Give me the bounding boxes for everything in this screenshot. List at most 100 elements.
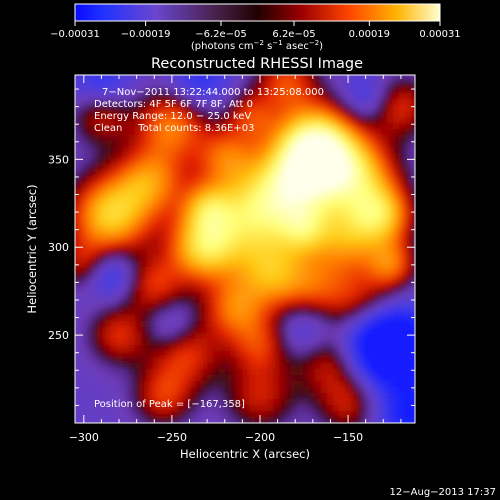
heatmap-cell (219, 183, 226, 190)
heatmap-cell (207, 207, 214, 214)
heatmap-cell (141, 327, 148, 334)
heatmap-cell (123, 255, 130, 262)
heatmap-cell (321, 219, 328, 226)
heatmap-cell (309, 219, 316, 226)
heatmap-cell (117, 213, 124, 220)
heatmap-cell (315, 123, 322, 130)
heatmap-cell (207, 189, 214, 196)
heatmap-cell (195, 243, 202, 250)
heatmap-cell (303, 315, 310, 322)
heatmap-cell (255, 117, 262, 124)
heatmap-cell (321, 195, 328, 202)
heatmap-cell (291, 393, 298, 400)
heatmap-cell (117, 183, 124, 190)
heatmap-cell (93, 135, 100, 142)
heatmap-cell (333, 165, 340, 172)
heatmap-cell (99, 411, 106, 418)
heatmap-cell (75, 291, 82, 298)
heatmap-cell (219, 99, 226, 106)
heatmap-cell (171, 177, 178, 184)
heatmap-cell (267, 189, 274, 196)
heatmap-cell (225, 87, 232, 94)
x-axis-label: Heliocentric X (arcsec) (180, 447, 310, 461)
heatmap-cell (309, 81, 316, 88)
heatmap-cell (369, 405, 376, 412)
heatmap-cell (369, 345, 376, 352)
heatmap-cell (279, 183, 286, 190)
heatmap-cell (405, 141, 412, 148)
heatmap-cell (309, 375, 316, 382)
heatmap-cell (219, 327, 226, 334)
heatmap-cell (321, 375, 328, 382)
heatmap-cell (141, 381, 148, 388)
heatmap-cell (255, 285, 262, 292)
heatmap-cell (399, 273, 406, 280)
heatmap-cell (189, 207, 196, 214)
heatmap-cell (225, 147, 232, 154)
heatmap-cell (93, 357, 100, 364)
heatmap-cell (285, 273, 292, 280)
heatmap-cell (213, 333, 220, 340)
heatmap-cell (165, 309, 172, 316)
heatmap-cell (105, 297, 112, 304)
heatmap-cell (165, 405, 172, 412)
heatmap-cell (279, 339, 286, 346)
heatmap-cell (159, 393, 166, 400)
heatmap-cell (171, 417, 178, 423)
heatmap-cell (303, 255, 310, 262)
heatmap-cell (207, 243, 214, 250)
heatmap-cell (399, 267, 406, 274)
heatmap-cell (189, 387, 196, 394)
heatmap-cell (327, 297, 334, 304)
heatmap-cell (387, 75, 394, 82)
heatmap-cell (135, 75, 142, 82)
heatmap-cell (411, 339, 415, 346)
heatmap-cell (93, 369, 100, 376)
heatmap-cell (207, 345, 214, 352)
heatmap-cell (381, 159, 388, 166)
heatmap-cell (153, 267, 160, 274)
heatmap-cell (171, 273, 178, 280)
heatmap-cell (225, 105, 232, 112)
heatmap-cell (381, 75, 388, 82)
heatmap-cell (333, 411, 340, 418)
heatmap-cell (249, 123, 256, 130)
heatmap-cell (117, 309, 124, 316)
heatmap-cell (105, 333, 112, 340)
heatmap-cell (327, 291, 334, 298)
heatmap-cell (243, 75, 250, 82)
heatmap-cell (381, 231, 388, 238)
heatmap-cell (255, 225, 262, 232)
heatmap-cell (333, 303, 340, 310)
heatmap-cell (387, 117, 394, 124)
heatmap-cell (117, 225, 124, 232)
heatmap-cell (87, 183, 94, 190)
heatmap-cell (183, 255, 190, 262)
heatmap-cell (183, 201, 190, 208)
heatmap-cell (87, 207, 94, 214)
heatmap-cell (369, 153, 376, 160)
heatmap-cell (303, 387, 310, 394)
heatmap-cell (93, 399, 100, 406)
heatmap-cell (219, 195, 226, 202)
heatmap-cell (369, 147, 376, 154)
heatmap-cell (129, 375, 136, 382)
heatmap-cell (261, 243, 268, 250)
heatmap-cell (93, 237, 100, 244)
heatmap-cell (381, 105, 388, 112)
heatmap-cell (387, 279, 394, 286)
heatmap-cell (399, 279, 406, 286)
heatmap-cell (285, 225, 292, 232)
heatmap-cell (111, 177, 118, 184)
heatmap-cell (357, 387, 364, 394)
heatmap-cell (123, 399, 130, 406)
heatmap-cell (129, 207, 136, 214)
heatmap-cell (315, 369, 322, 376)
heatmap-cell (207, 375, 214, 382)
heatmap-cell (165, 207, 172, 214)
heatmap-cell (111, 135, 118, 142)
heatmap-cell (135, 243, 142, 250)
heatmap-cell (189, 357, 196, 364)
heatmap-cell (285, 261, 292, 268)
heatmap-cell (237, 291, 244, 298)
